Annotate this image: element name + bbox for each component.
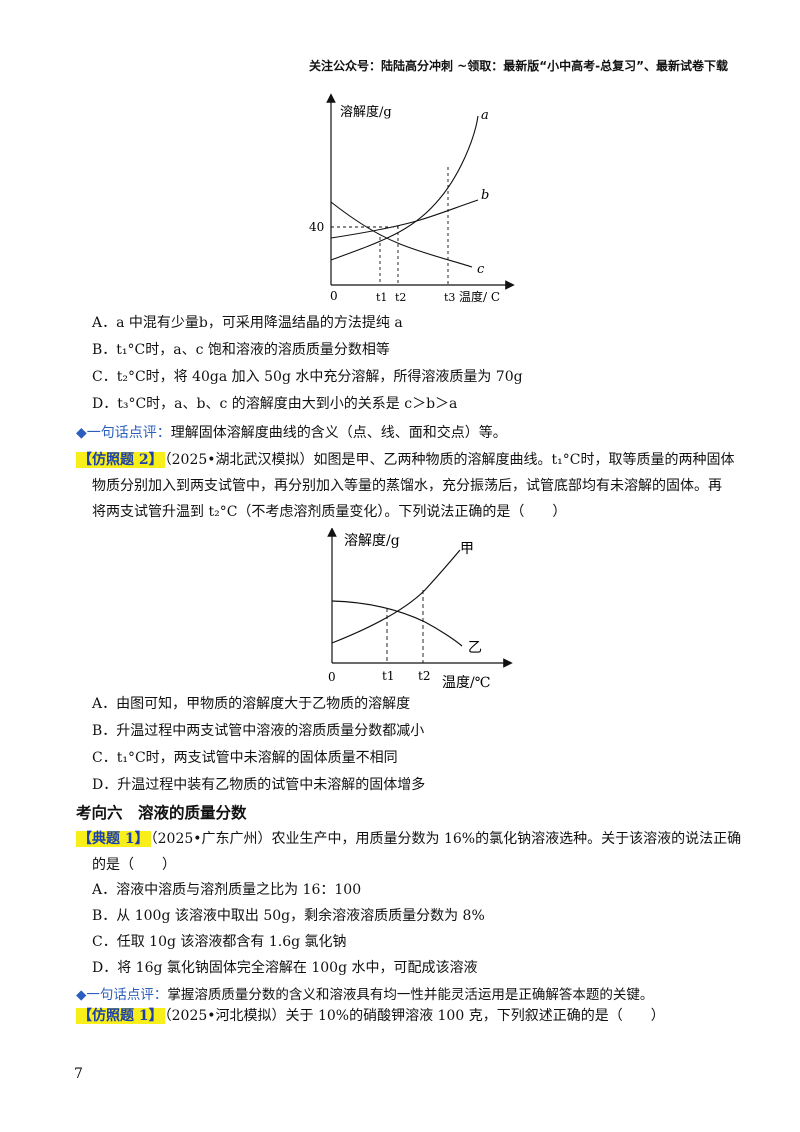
x-tick-t1: t1 [376,291,387,304]
curve-b [330,199,479,239]
tip-text: 掌握溶质质量分数的含义和溶液具有均一性并能灵活运用是正确解答本题的关键。 [167,987,654,1003]
q3-line-1: 【典题 1】 （2025•广东广州）农业生产中，用质量分数为 16%的氯化钠溶液选… [76,829,741,849]
x-axis-label: 温度/ C [459,289,500,304]
x-tick-t2: t2 [395,291,406,304]
diamond-icon: ◆ [76,425,87,441]
q4-line-1: 【仿照题 1】 （2025•河北模拟）关于 10%的硝酸钾溶液 100 克，下列叙… [76,1006,665,1026]
q4-text-1: （2025•河北模拟）关于 10%的硝酸钾溶液 100 克，下列叙述正确的是（ … [164,1008,665,1024]
solubility-chart-2: 溶解度/g 0 t1 t2 温度/℃ 甲 乙 [327,528,513,690]
q3-option-d: D．将 16g 氯化钠固体完全溶解在 100g 水中，可配成该溶液 [92,960,478,976]
q3-tag: 【典题 1】 [76,831,151,847]
x-axis-label: 温度/℃ [442,675,490,690]
y-axis-label: 溶解度/g [340,104,392,120]
origin-label: 0 [330,289,338,303]
x-tick-t2: t2 [418,669,430,683]
series-label-b: b [481,188,489,203]
q2-text-1: （2025•湖北武汉模拟）如图是甲、乙两种物质的溶解度曲线。t₁°C时，取等质量… [164,452,735,468]
q1-option-a: A．a 中混有少量b，可采用降温结晶的方法提纯 a [92,315,403,331]
tip-1: ◆一句话点评：理解固体溶解度曲线的含义（点、线、面和交点）等。 [76,423,507,443]
origin-label: 0 [328,670,336,684]
page-number: 7 [74,1066,83,1082]
q2-line-1: 【仿照题 2】 （2025•湖北武汉模拟）如图是甲、乙两种物质的溶解度曲线。t₁°… [76,450,734,470]
y-tick-40: 40 [309,220,324,234]
q1-option-c: C．t₂°C时，将 40ga 加入 50g 水中充分溶解，所得溶液质量为 70g [92,369,523,385]
q2-line-3: 将两支试管升温到 t₂°C（不考虑溶剂质量变化）。下列说法正确的是（ ） [92,504,567,520]
q2-tag: 【仿照题 2】 [76,452,165,468]
tip-2: ◆一句话点评：掌握溶质质量分数的含义和溶液具有均一性并能灵活运用是正确解答本题的… [76,985,653,1005]
q1-option-d: D．t₃°C时，a、b、c 的溶解度由大到小的关系是 c＞b＞a [92,396,458,412]
tip-text: 理解固体溶解度曲线的含义（点、线、面和交点）等。 [170,425,507,441]
curve-c [330,201,473,268]
q2-option-a: A．由图可知，甲物质的溶解度大于乙物质的溶解度 [92,696,411,712]
q3-line-2: 的是（ ） [92,857,176,873]
page-header: 关注公众号：陆陆高分冲刺 ~领取：最新版“小中高考-总复习”、最新试卷下载 [309,59,728,73]
curve-jia [331,549,461,644]
x-tick-t1: t1 [382,669,394,683]
solubility-chart-1: 溶解度/g 40 0 t1 t2 t3 温度/ C a b c [309,93,515,304]
x-tick-t3: t3 [444,291,455,304]
q1-option-b: B．t₁°C时，a、c 饱和溶液的溶质质量分数相等 [92,342,390,358]
series-label-a: a [481,108,489,123]
q3-option-c: C．任取 10g 该溶液都含有 1.6g 氯化钠 [92,934,347,950]
q3-text-1: （2025•广东广州）农业生产中，用质量分数为 16%的氯化钠溶液选种。关于该溶… [150,831,742,847]
q2-option-b: B．升温过程中两支试管中溶液的溶质质量分数都减小 [92,723,425,739]
section-title: 考向六 溶液的质量分数 [76,804,247,822]
series-label-yi: 乙 [468,640,482,656]
q3-option-b: B．从 100g 该溶液中取出 50g，剩余溶液溶质质量分数为 8% [92,908,485,924]
q4-tag: 【仿照题 1】 [76,1008,165,1024]
tip-label: 一句话点评： [86,987,168,1003]
q3-option-a: A．溶液中溶质与溶剂质量之比为 16：100 [92,882,362,898]
series-label-c: c [477,262,485,277]
y-axis-label: 溶解度/g [344,533,400,549]
tip-label: 一句话点评： [86,425,171,441]
q2-line-2: 物质分别加入到两支试管中，再分别加入等量的蒸馏水，充分振荡后，试管底部均有未溶解… [92,478,722,494]
q2-option-c: C．t₁°C时，两支试管中未溶解的固体质量不相同 [92,750,398,766]
series-label-jia: 甲 [460,541,474,557]
curve-yi [331,600,463,647]
q2-option-d: D．升温过程中装有乙物质的试管中未溶解的固体增多 [92,777,426,793]
diamond-icon: ◆ [76,987,87,1003]
curve-a [330,115,479,261]
